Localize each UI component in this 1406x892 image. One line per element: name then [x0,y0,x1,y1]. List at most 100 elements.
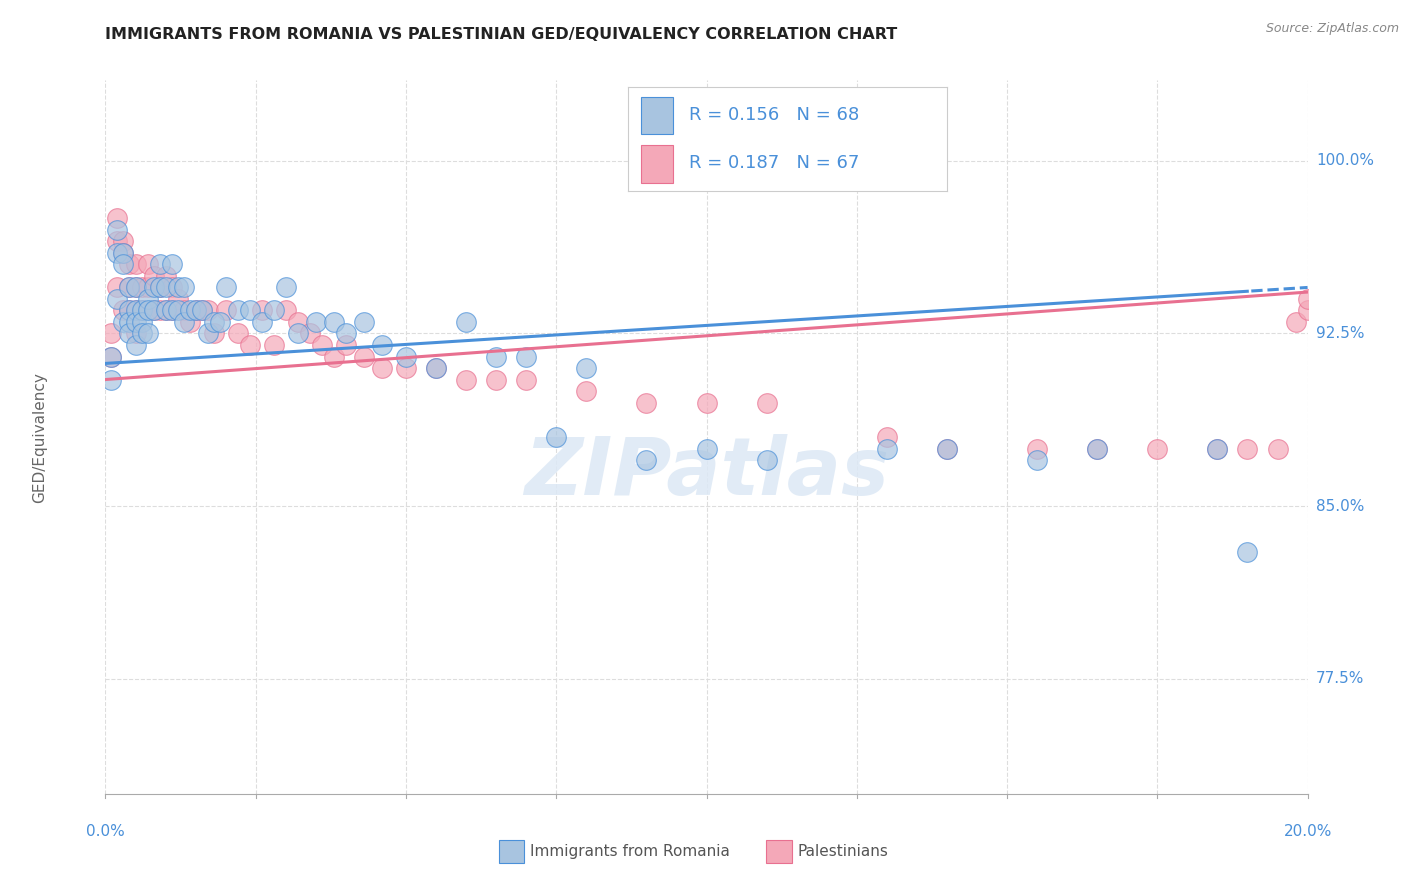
Point [142,303,165,318]
Point [250,303,273,318]
Point [124,303,146,318]
Point [124,257,146,271]
Text: IMMIGRANTS FROM ROMANIA VS PALESTINIAN GED/EQUIVALENCY CORRELATION CHART: IMMIGRANTS FROM ROMANIA VS PALESTINIAN G… [105,27,897,42]
Point [142,268,165,283]
Point [118,257,141,271]
Point [239,303,262,318]
Text: R = 0.156   N = 68: R = 0.156 N = 68 [689,106,859,124]
Point [197,303,219,318]
Point [131,303,153,318]
Point [1296,292,1319,306]
Point [1236,442,1258,456]
Point [226,326,249,341]
Point [311,338,333,352]
Point [184,303,207,318]
Point [936,442,959,456]
Point [287,315,309,329]
Point [371,361,394,376]
Point [131,315,153,329]
Point [395,361,418,376]
Point [131,303,153,318]
Point [515,372,537,386]
Point [124,280,146,294]
Bar [641,96,673,134]
Point [148,257,170,271]
Point [118,280,141,294]
Point [755,453,778,467]
Point [148,303,170,318]
Point [136,257,159,271]
Point [454,372,477,386]
Point [142,280,165,294]
Point [148,280,170,294]
Point [160,257,183,271]
Point [107,246,129,260]
Point [160,280,183,294]
Point [515,350,537,364]
Point [118,280,141,294]
Point [425,361,447,376]
Text: Immigrants from Romania: Immigrants from Romania [530,845,730,859]
Point [202,326,225,341]
Point [131,326,153,341]
Point [214,280,236,294]
Point [100,350,122,364]
Text: Source: ZipAtlas.com: Source: ZipAtlas.com [1265,22,1399,36]
Point [1085,442,1108,456]
Point [148,280,170,294]
Point [124,315,146,329]
Point [118,303,141,318]
Point [250,315,273,329]
Point [876,430,898,444]
Point [155,268,177,283]
Point [287,326,309,341]
Point [298,326,321,341]
Point [755,395,778,409]
Point [208,315,231,329]
Point [395,350,418,364]
Point [425,361,447,376]
Point [1267,442,1289,456]
Point [107,223,129,237]
Point [166,292,188,306]
Point [876,442,898,456]
Point [179,303,201,318]
Point [100,372,122,386]
Point [1284,315,1306,329]
Bar [641,145,673,183]
Point [160,303,183,318]
Point [107,280,129,294]
Point [166,303,188,318]
Text: 77.5%: 77.5% [1316,672,1364,686]
Text: GED/Equivalency: GED/Equivalency [32,372,46,502]
Point [1206,442,1229,456]
Point [1296,303,1319,318]
Point [353,350,375,364]
Text: 92.5%: 92.5% [1316,326,1364,341]
Point [335,338,357,352]
Point [1146,442,1168,456]
Point [112,246,135,260]
Point [155,303,177,318]
Point [179,315,201,329]
Point [112,315,135,329]
Point [107,292,129,306]
Point [173,315,195,329]
Point [112,246,135,260]
Point [190,303,212,318]
Point [155,280,177,294]
Point [353,315,375,329]
Point [226,303,249,318]
Point [274,280,297,294]
Point [263,303,285,318]
Point [263,338,285,352]
Point [636,395,658,409]
Point [936,442,959,456]
Point [636,453,658,467]
Point [136,280,159,294]
Point [1236,545,1258,559]
Point [1026,453,1049,467]
Point [112,257,135,271]
Point [322,350,344,364]
Point [274,303,297,318]
